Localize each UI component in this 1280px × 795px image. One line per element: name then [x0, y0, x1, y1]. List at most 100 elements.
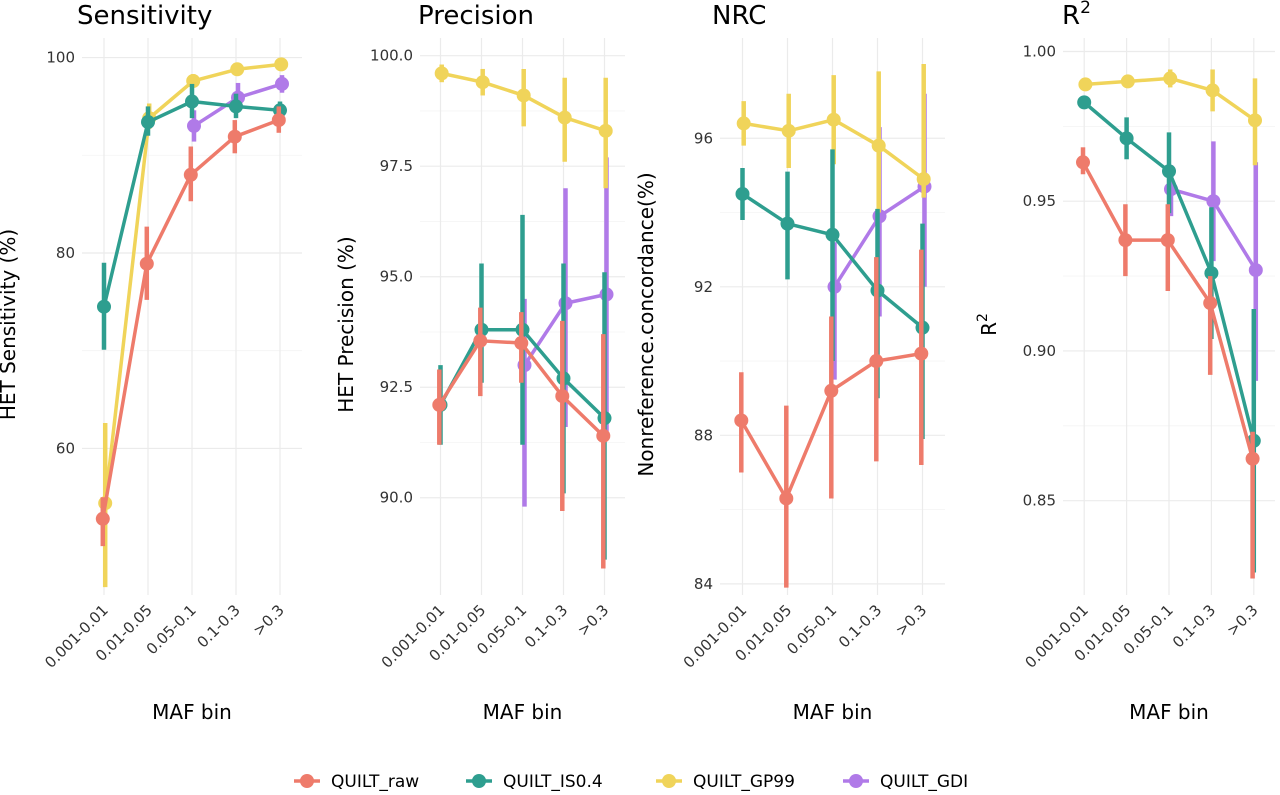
series-quilt-gp99: [434, 64, 613, 189]
data-point: [1204, 266, 1219, 281]
data-point: [826, 112, 841, 127]
data-point: [1076, 155, 1090, 170]
data-point: [187, 118, 201, 133]
legend-label: QUILT_GP99: [693, 772, 795, 792]
y-tick-label: 100: [46, 49, 75, 67]
legend-item-quilt-gdi: QUILT_GDI: [843, 772, 968, 792]
series-quilt-raw: [432, 307, 611, 569]
x-tick-label: 0.05-0.1: [783, 601, 840, 658]
gridlines: [1063, 38, 1275, 595]
panel-title: Sensitivity: [77, 1, 212, 31]
y-axis-label: Nonreference.concordance(%): [634, 172, 658, 476]
y-axis-label-superscript: 2: [975, 313, 991, 322]
y-axis-label: R2: [975, 313, 1001, 336]
data-point: [781, 123, 796, 138]
data-point: [1119, 131, 1134, 146]
data-point: [516, 88, 531, 103]
data-point: [185, 94, 199, 109]
legend-key-point: [472, 774, 486, 788]
legend-item-quilt-raw: QUILT_raw: [294, 772, 419, 792]
data-point: [1206, 194, 1221, 209]
y-tick-label: 100.0: [370, 47, 413, 65]
y-tick-label: 90.0: [380, 489, 413, 507]
y-tick-label: 1.00: [1023, 42, 1056, 60]
data-point: [555, 389, 570, 404]
x-tick-label: 0.1-0.3: [835, 601, 885, 651]
x-tick-label: 0.1-0.3: [521, 601, 571, 651]
y-tick-label: 92.5: [380, 378, 413, 396]
data-point: [1203, 296, 1218, 311]
series-quilt-raw: [1076, 147, 1260, 579]
data-point: [139, 256, 154, 271]
x-tick-label: >0.3: [574, 601, 612, 639]
x-tick-label: 0.1-0.3: [194, 601, 244, 651]
legend-label: QUILT_raw: [331, 772, 419, 792]
series-quilt-raw: [734, 249, 929, 588]
legend-key-point: [849, 774, 863, 788]
data-point: [1248, 113, 1262, 128]
y-tick-label: 95.0: [380, 268, 413, 286]
data-point: [1118, 233, 1133, 248]
data-point: [97, 299, 111, 314]
data-point: [229, 99, 243, 114]
data-point: [596, 428, 611, 443]
x-tick-label: >0.3: [892, 601, 930, 639]
legend-item-quilt-is0-4: QUILT_IS0.4: [466, 772, 603, 792]
data-point: [916, 172, 931, 187]
data-point: [1205, 83, 1220, 98]
legend-label: QUILT_GDI: [880, 772, 968, 792]
x-tick-label: 0.1-0.3: [1169, 601, 1219, 651]
legend-item-quilt-gp99: QUILT_GP99: [656, 772, 795, 792]
y-axis-label: HET Sensitivity (%): [0, 229, 20, 420]
data-point: [1077, 95, 1092, 110]
data-point: [1120, 74, 1135, 89]
series-quilt-gp99: [736, 63, 931, 213]
data-point: [514, 336, 529, 351]
legend-label: QUILT_IS0.4: [503, 772, 603, 792]
y-tick-label: 80: [56, 244, 75, 262]
panel-title: Precision: [418, 1, 534, 31]
y-axis-label: HET Precision (%): [334, 236, 358, 412]
data-point: [824, 383, 839, 398]
x-axis-label: MAF bin: [793, 700, 873, 724]
data-point: [475, 75, 490, 90]
data-point: [1163, 71, 1178, 86]
data-point: [186, 73, 201, 88]
data-point: [735, 186, 750, 201]
data-point: [230, 62, 245, 77]
y-tick-label: 92: [694, 278, 713, 296]
data-point: [914, 346, 929, 361]
legend: QUILT_raw QUILT_IS0.4 QUILT_GP99 QUILT_GDI: [294, 772, 968, 792]
x-tick-label: >0.3: [1223, 601, 1261, 639]
data-point: [432, 397, 447, 412]
x-axis-label: MAF bin: [152, 700, 232, 724]
data-point: [1078, 77, 1093, 92]
data-point: [271, 113, 286, 128]
series-quilt-gp99: [1078, 69, 1262, 166]
y-tick-label: 0.85: [1023, 492, 1056, 510]
panel-title: R2: [1062, 0, 1091, 31]
data-point: [274, 57, 289, 72]
data-point: [779, 491, 794, 506]
data-point: [95, 511, 110, 526]
data-point: [869, 354, 884, 369]
data-point: [736, 116, 751, 131]
data-point: [1248, 263, 1263, 278]
data-point: [1162, 164, 1176, 179]
panel-sensitivity: 60801000.001-0.010.01-0.050.05-0.10.1-0.…: [0, 1, 302, 724]
x-axis-label: MAF bin: [483, 700, 563, 724]
panel-title: NRC: [712, 1, 766, 31]
data-point: [557, 110, 572, 125]
data-point: [780, 216, 795, 231]
y-tick-label: 84: [694, 575, 713, 593]
y-tick-label: 0.95: [1023, 192, 1056, 210]
legend-key-point: [300, 774, 314, 788]
data-point: [183, 167, 198, 182]
panel-precision: 90.092.595.097.5100.00.001-0.010.01-0.05…: [334, 1, 625, 724]
data-point: [275, 76, 289, 91]
data-point: [434, 66, 449, 81]
data-point: [734, 413, 749, 428]
y-tick-label: 88: [694, 426, 713, 444]
data-point: [1245, 451, 1260, 466]
